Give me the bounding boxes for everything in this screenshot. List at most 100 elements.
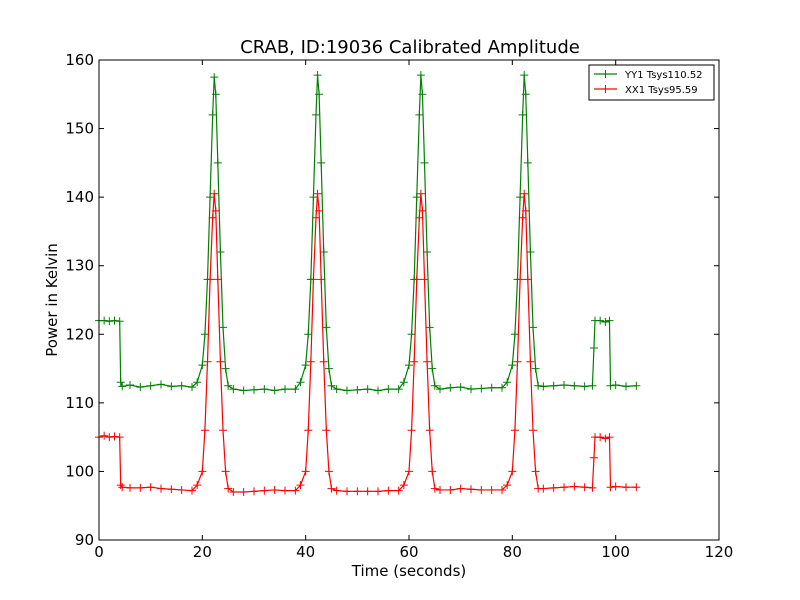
data-point (118, 382, 127, 391)
y-tick-label: 120 (65, 325, 94, 343)
data-point (596, 433, 605, 442)
data-point (570, 381, 579, 390)
legend-label: YY1 Tsys110.52 (624, 70, 703, 81)
data-point (126, 381, 134, 390)
data-point (549, 483, 558, 492)
data-point (319, 357, 328, 366)
data-point (523, 158, 532, 167)
data-point (596, 316, 605, 325)
data-point (405, 467, 413, 476)
data-point (425, 426, 434, 435)
data-point (291, 486, 300, 495)
data-point (588, 381, 597, 390)
data-point (428, 364, 437, 373)
data-point (116, 481, 125, 490)
y-tick-label: 160 (65, 51, 94, 69)
data-point (520, 71, 529, 80)
data-point (319, 248, 328, 256)
data-point (317, 275, 326, 284)
data-point (601, 434, 610, 443)
x-tick-label: 80 (503, 543, 522, 561)
data-point (312, 110, 320, 119)
data-point (456, 383, 465, 392)
data-point (188, 486, 196, 495)
data-point (296, 378, 305, 387)
data-point (115, 317, 124, 326)
data-point (146, 483, 155, 492)
data-point (198, 467, 207, 476)
legend-label: XX1 Tsys95.59 (625, 85, 698, 96)
data-point (146, 381, 155, 390)
data-point (167, 382, 176, 391)
data-point (343, 386, 351, 395)
data-point (534, 381, 543, 390)
data-point (425, 323, 434, 332)
data-point (136, 483, 145, 492)
data-point (508, 467, 517, 476)
data-point (407, 426, 416, 435)
data-point (510, 330, 519, 339)
data-point (518, 213, 527, 222)
data-point (430, 381, 439, 390)
data-point (407, 330, 416, 339)
data-point (327, 381, 336, 390)
data-point (428, 467, 437, 476)
data-point (477, 384, 486, 393)
data-point (510, 426, 519, 435)
data-point (193, 481, 202, 490)
data-point (229, 488, 238, 496)
data-point (270, 485, 279, 494)
data-point (309, 193, 318, 202)
data-point (224, 381, 233, 390)
data-point (353, 487, 362, 496)
x-tick-label: 60 (399, 543, 418, 561)
data-point (436, 385, 444, 394)
data-point (516, 275, 525, 284)
data-point (399, 481, 408, 490)
x-axis: 0 20 40 60 80 100 120 (94, 60, 733, 561)
data-point (324, 467, 333, 476)
data-point (116, 378, 125, 387)
data-point (446, 383, 455, 392)
data-point (206, 193, 215, 202)
data-point (198, 361, 207, 370)
data-point (200, 330, 209, 339)
data-point (210, 73, 219, 82)
data-point (239, 386, 248, 395)
data-point (418, 90, 427, 99)
data-point (322, 323, 331, 332)
data-point (467, 385, 475, 394)
data-point (423, 248, 432, 256)
data-point (531, 364, 540, 373)
data-point (405, 361, 413, 370)
data-point (304, 426, 313, 435)
data-point (221, 467, 230, 476)
data-point (206, 275, 215, 284)
data-point (622, 382, 630, 391)
data-point (415, 110, 424, 119)
data-point (399, 378, 408, 387)
data-point (516, 193, 525, 202)
data-point (416, 71, 425, 80)
x-tick-label: 40 (296, 543, 315, 561)
data-point (167, 485, 176, 494)
data-point (415, 213, 424, 222)
data-point (412, 193, 421, 202)
data-point (301, 467, 310, 476)
data-point (313, 189, 322, 198)
data-point (177, 381, 186, 390)
data-point (200, 426, 209, 435)
data-point (157, 484, 165, 493)
legend-marker (601, 70, 610, 78)
data-point (219, 323, 227, 332)
data-point (188, 383, 196, 392)
x-tick-label: 20 (193, 543, 212, 561)
series-1 (95, 71, 641, 395)
data-point (560, 381, 568, 390)
data-point (213, 158, 222, 167)
data-point (105, 317, 114, 326)
data-point (210, 189, 219, 198)
data-point (208, 110, 217, 119)
data-point (193, 378, 202, 387)
data-point (216, 248, 225, 256)
